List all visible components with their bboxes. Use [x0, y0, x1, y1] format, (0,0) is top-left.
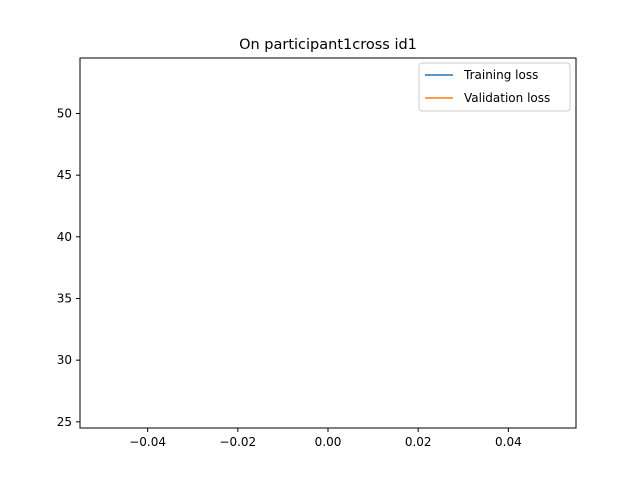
- x-axis: −0.04 −0.02 0.00 0.02 0.04: [129, 428, 522, 449]
- legend-box: [418, 62, 571, 112]
- legend-label: Training loss: [463, 68, 538, 82]
- y-tick-label: 25: [57, 415, 72, 429]
- x-tick-label: 0.04: [495, 435, 522, 449]
- y-axis: 25 30 35 40 45 50: [57, 107, 80, 429]
- y-tick-label: 35: [57, 292, 72, 306]
- y-tick-label: 45: [57, 168, 72, 182]
- y-tick-label: 30: [57, 353, 72, 367]
- x-tick-label: 0.02: [405, 435, 432, 449]
- chart-title: On participant1cross id1: [239, 37, 417, 53]
- x-tick-label: −0.02: [219, 435, 256, 449]
- x-tick-label: 0.00: [315, 435, 342, 449]
- x-tick-label: −0.04: [129, 435, 166, 449]
- y-tick-label: 40: [57, 230, 72, 244]
- y-tick-label: 50: [57, 107, 72, 121]
- legend: Training loss Validation loss: [418, 62, 571, 112]
- legend-label: Validation loss: [464, 91, 550, 105]
